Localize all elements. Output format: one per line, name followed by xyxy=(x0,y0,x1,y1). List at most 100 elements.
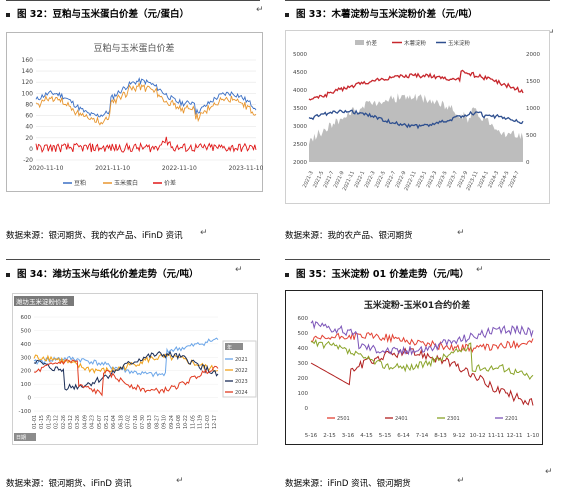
x-tick-label: 07-02 xyxy=(126,415,132,429)
x-tick-label: 10-12 xyxy=(470,433,486,439)
fig35-source: 数据来源：iFinD 资讯、银河期货 xyxy=(285,479,411,489)
fig32-chart-title: 豆粕与玉米蛋白价差 xyxy=(93,42,174,54)
y-tick-label: 1500 xyxy=(526,79,540,85)
legend-soy: 豆粕 xyxy=(74,179,86,187)
x-tick-label: 09-10 xyxy=(162,415,168,429)
y-tick-label: 80 xyxy=(25,101,33,108)
fig35-chart: 玉米淀粉-玉米01合约价差 600 500 400 300 200 100 0 2501 2… xyxy=(285,290,543,445)
y-tick-label: 1000 xyxy=(526,106,540,112)
fig32-chart: 豆粕与玉米蛋白价差 160 140 120 100 80 60 40 20 0 -20 2020-… xyxy=(6,32,263,192)
return-icon: ↵ xyxy=(235,265,243,275)
return-icon: ↵ xyxy=(457,228,465,238)
x-tick-label: 07-30 xyxy=(140,415,146,429)
x-tick-label: 02-12 xyxy=(54,415,60,429)
legend-2301: 2301 xyxy=(447,416,460,422)
y-tick-label: 500 xyxy=(21,328,32,334)
y-tick-label: 0 xyxy=(526,160,530,166)
legend-2401: 2401 xyxy=(395,416,408,422)
x-tick-label: 10-08 xyxy=(176,415,182,429)
legend-filter-button[interactable] xyxy=(225,343,243,350)
legend-2023: 2023 xyxy=(235,379,248,385)
x-tick-label: 09-24 xyxy=(169,415,175,429)
return-icon: ↵ xyxy=(476,265,484,275)
fig34-chart-title: 潍坊玉米淀粉价差 xyxy=(16,297,69,306)
y-tick-label: 2000 xyxy=(293,160,307,166)
y-tick-label: 140 xyxy=(22,68,34,75)
y-tick-label: 60 xyxy=(25,113,33,120)
fig34-source: 数据来源：银河期货、iFinD 资讯 xyxy=(6,479,132,489)
y-tick-label: 100 xyxy=(298,391,309,397)
y-tick-label: -100 xyxy=(19,409,32,415)
legend-spread: 价差 xyxy=(366,39,378,47)
legend-2501: 2501 xyxy=(337,416,350,422)
fig34-title: 图 34：潍坊玉米与纸化价差走势（元/吨） xyxy=(6,266,199,280)
y-tick-label: 100 xyxy=(22,90,34,97)
x-tick-label: 01-29 xyxy=(46,415,52,429)
x-tick-label: 12-03 xyxy=(205,415,211,429)
fig34-chart: 潍坊玉米淀粉价差 600 500 400 300 200 100 0 -100 01-01 01… xyxy=(12,293,258,445)
y-tick-label: -20 xyxy=(23,157,33,164)
y-tick-label: 600 xyxy=(21,315,32,321)
return-icon: ↵ xyxy=(200,228,208,238)
y-tick-label: 300 xyxy=(298,361,309,367)
y-tick-label: 2000 xyxy=(526,52,540,58)
y-tick-label: 200 xyxy=(21,369,32,375)
x-tick-label: 8-13 xyxy=(434,433,447,439)
x-tick-label: 04-09 xyxy=(82,415,88,429)
y-tick-label: 2500 xyxy=(293,142,307,148)
y-tick-label: 4000 xyxy=(293,88,307,94)
x-tick-label: 12-11 xyxy=(507,433,523,439)
fig35-chart-title: 玉米淀粉-玉米01合约价差 xyxy=(364,299,470,311)
legend-2201: 2201 xyxy=(505,416,518,422)
y-tick-label: 120 xyxy=(22,79,34,86)
legend-2024: 2024 xyxy=(235,390,248,396)
date-filter-button[interactable] xyxy=(14,433,36,441)
x-tick-label: 1-10 xyxy=(527,433,540,439)
x-tick-label: 07-16 xyxy=(133,415,139,429)
y-tick-label: 600 xyxy=(298,316,309,322)
y-tick-label: 5000 xyxy=(293,52,307,58)
x-tick-label: 2020-11-10 xyxy=(29,165,64,172)
x-tick-label: 12-17 xyxy=(212,415,218,429)
fig33-source: 数据来源：我的农产品、银河期货 xyxy=(285,231,413,241)
date-filter-label: 日期 xyxy=(16,435,26,441)
fig32-title: 图 32：豆粕与玉米蛋白价差（元/蛋白） xyxy=(6,6,189,20)
y-tick-label: 0 xyxy=(29,146,33,153)
x-tick-label: 04-23 xyxy=(90,415,96,429)
x-tick-label: 11-11 xyxy=(488,433,504,439)
x-tick-label: 05-21 xyxy=(104,415,110,429)
y-tick-label: 20 xyxy=(25,135,33,142)
legend-corn-starch: 玉米淀粉 xyxy=(448,39,471,47)
return-icon: ↵ xyxy=(256,5,264,15)
x-tick-label: 10-22 xyxy=(183,415,189,429)
y-tick-label: 160 xyxy=(22,57,34,64)
y-tick-label: 0 xyxy=(28,396,32,402)
x-tick-label: 03-12 xyxy=(68,415,74,429)
legend-spread: 价差 xyxy=(164,179,176,187)
fig35-title: 图 35：玉米淀粉 01 价差走势（元/吨） xyxy=(285,266,469,280)
y-tick-label: 400 xyxy=(21,342,32,348)
legend-2021: 2021 xyxy=(235,357,248,363)
legend-cassava: 木薯淀粉 xyxy=(404,39,427,47)
y-tick-label: 400 xyxy=(298,346,309,352)
x-tick-label: 2022-11-10 xyxy=(162,165,197,172)
x-tick-label: 06-18 xyxy=(118,415,124,429)
fig33-title: 图 33：木薯淀粉与玉米淀粉价差（元/吨） xyxy=(285,6,478,20)
x-tick-label: 5-15 xyxy=(379,433,392,439)
y-tick-label: 40 xyxy=(25,124,33,131)
y-tick-label: 500 xyxy=(526,133,537,139)
y-tick-label: 300 xyxy=(21,355,32,361)
x-tick-label: 11-19 xyxy=(198,415,204,429)
y-tick-label: 4500 xyxy=(293,70,307,76)
x-tick-label: 9-12 xyxy=(453,433,465,439)
fig33-chart: 价差 木薯淀粉 玉米淀粉 5000 4500 4000 3500 3000 2500 200… xyxy=(285,30,550,204)
return-icon: ↵ xyxy=(176,476,184,486)
x-tick-label: 11-05 xyxy=(190,415,196,429)
x-tick-label: 2023-11-10 xyxy=(229,165,263,172)
x-tick-label: 05-07 xyxy=(97,415,103,429)
y-tick-label: 200 xyxy=(298,376,309,382)
legend-header: 年 xyxy=(227,344,232,351)
return-icon: ↵ xyxy=(545,467,553,477)
x-tick-label: 4-15 xyxy=(360,433,373,439)
return-icon: ↵ xyxy=(457,476,465,486)
